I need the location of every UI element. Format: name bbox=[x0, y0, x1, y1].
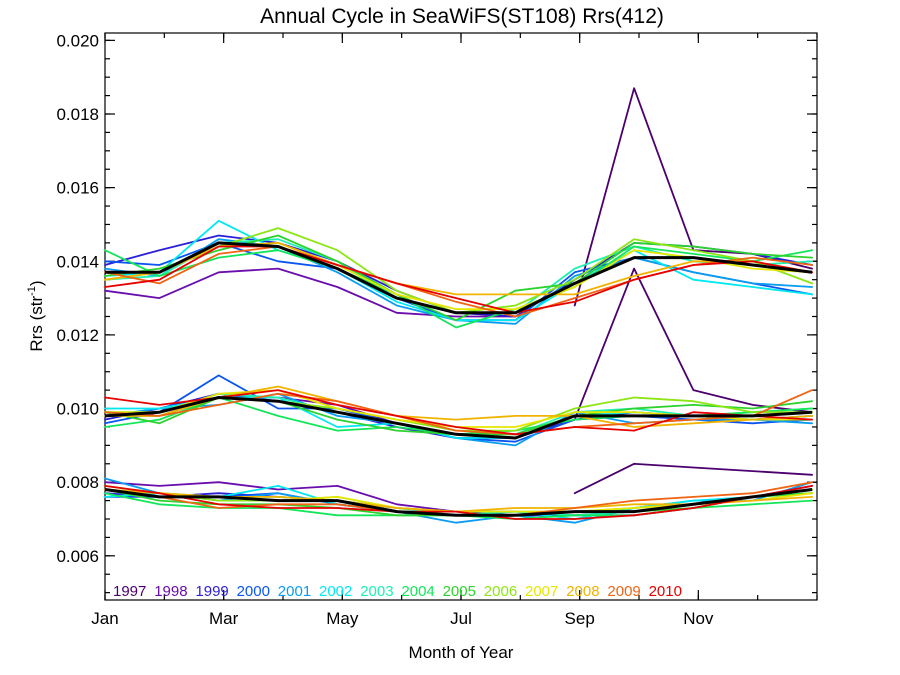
legend-item-2005: 2005 bbox=[443, 583, 476, 600]
x-tick-label: Sep bbox=[565, 609, 595, 628]
series-line-2010-lower bbox=[104, 485, 813, 520]
series-line-2002-upper bbox=[104, 219, 813, 322]
x-tick-label: Nov bbox=[683, 609, 714, 628]
y-axis-label: Rrs (str-1) bbox=[26, 280, 46, 351]
y-tick-label: 0.020 bbox=[56, 31, 99, 50]
legend: 1997 1998 1999 2000 2001 2002 2003 2004 2005 2006… bbox=[113, 583, 682, 600]
x-tick-label: May bbox=[326, 609, 359, 628]
legend-item-2006: 2006 bbox=[484, 583, 517, 600]
y-tick-label: 0.010 bbox=[56, 400, 99, 419]
series-line-2010-upper bbox=[104, 245, 813, 314]
mean-line-upper bbox=[105, 241, 813, 315]
series-line-2006-upper bbox=[104, 227, 813, 314]
legend-item-2009: 2009 bbox=[607, 583, 640, 600]
chart-title: Annual Cycle in SeaWiFS(ST108) Rrs(412) bbox=[260, 5, 664, 28]
mean-line-lower bbox=[104, 488, 813, 517]
legend-item-2004: 2004 bbox=[401, 583, 434, 600]
mean-lines bbox=[104, 241, 813, 517]
y-axis-label-superscript: -1 bbox=[26, 286, 38, 296]
series-line-1997-lower bbox=[573, 462, 813, 495]
legend-item-1998: 1998 bbox=[154, 583, 187, 600]
legend-item-2003: 2003 bbox=[360, 583, 393, 600]
series-line-2005-upper bbox=[104, 234, 813, 322]
x-tick-label: Jul bbox=[450, 609, 472, 628]
x-tick-label: Mar bbox=[209, 609, 239, 628]
legend-item-2007: 2007 bbox=[525, 583, 558, 600]
legend-item-2008: 2008 bbox=[566, 583, 599, 600]
mean-line-middle bbox=[104, 396, 813, 440]
legend-item-2002: 2002 bbox=[319, 583, 352, 600]
y-tick-label: 0.008 bbox=[56, 473, 99, 492]
y-tick-label: 0.006 bbox=[56, 547, 99, 566]
y-axis-label-main: Rrs (str bbox=[27, 296, 46, 352]
legend-item-2001: 2001 bbox=[278, 583, 311, 600]
x-axis: Jan Mar May Jul Sep Nov bbox=[91, 33, 818, 628]
series-line-2000-middle bbox=[104, 374, 813, 443]
y-tick-label: 0.016 bbox=[56, 179, 99, 198]
series-lines bbox=[104, 87, 813, 524]
x-tick-label: Jan bbox=[91, 609, 118, 628]
series-line-2004-upper bbox=[104, 245, 813, 329]
legend-item-2000: 2000 bbox=[237, 583, 270, 600]
legend-item-2010: 2010 bbox=[649, 583, 682, 600]
series-line-2006-middle bbox=[104, 396, 813, 432]
y-tick-label: 0.012 bbox=[56, 326, 99, 345]
series-line-2007-middle bbox=[104, 389, 813, 428]
y-tick-label: 0.018 bbox=[56, 105, 99, 124]
y-axis: 0.006 0.008 0.010 0.012 0.014 0.016 0.018 0.020 bbox=[56, 31, 817, 594]
legend-item-1999: 1999 bbox=[195, 583, 228, 600]
legend-item-1997: 1997 bbox=[113, 583, 146, 600]
series-line-1997-middle bbox=[573, 267, 813, 421]
y-tick-label: 0.014 bbox=[56, 252, 99, 271]
x-axis-label: Month of Year bbox=[409, 643, 514, 662]
y-axis-label-close: ) bbox=[27, 280, 46, 286]
series-line-2009-middle bbox=[104, 389, 813, 436]
